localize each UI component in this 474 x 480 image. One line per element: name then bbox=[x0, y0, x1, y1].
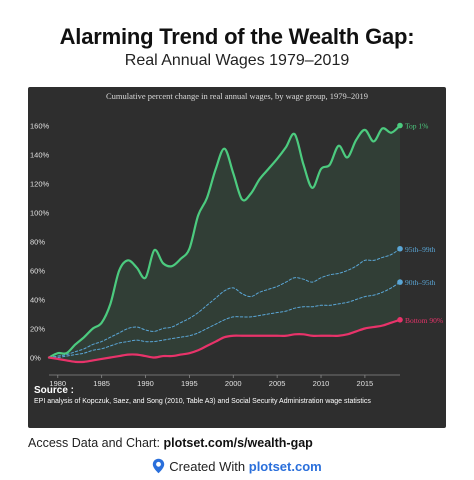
series-line-bottom-90 bbox=[47, 318, 402, 364]
y-tick-label: 160% bbox=[30, 122, 50, 131]
series-end-point-90th-95th bbox=[397, 279, 403, 285]
series-fills bbox=[49, 125, 400, 362]
created-with-line: Created With plotset.com bbox=[0, 458, 474, 477]
x-tick-label: 2005 bbox=[269, 379, 286, 388]
x-tick-label: 1985 bbox=[93, 379, 110, 388]
source-heading: Source : bbox=[34, 385, 75, 396]
x-axis-ticks: 1980 1985 1990 1995 2000 2005 2010 2015 bbox=[49, 374, 400, 388]
y-tick-label: 20% bbox=[30, 325, 45, 334]
series-labels: Top 1% 95th–99th 90th–95th Bottom 90% bbox=[405, 122, 443, 325]
series-line-top-1 bbox=[47, 124, 402, 359]
series-label-95th-99th: 95th–99th bbox=[405, 245, 436, 254]
x-tick-label: 1990 bbox=[137, 379, 154, 388]
y-tick-label: 120% bbox=[30, 180, 50, 189]
x-tick-label: 1980 bbox=[49, 379, 66, 388]
y-tick-label: 60% bbox=[30, 267, 45, 276]
series-label-bottom-90: Bottom 90% bbox=[405, 316, 443, 325]
y-tick-label: 40% bbox=[30, 296, 45, 305]
series-end-point-top-1 bbox=[397, 122, 403, 129]
plotset-brand-link[interactable]: plotset.com bbox=[248, 459, 322, 474]
series-end-point-95th-99th bbox=[397, 245, 403, 252]
chart-inner-title: Cumulative percent change in real annual… bbox=[106, 91, 368, 101]
location-pin-icon bbox=[152, 458, 165, 477]
y-axis-ticks: 0% 20% 40% 60% 80% 100% 120% 140% 160% bbox=[30, 122, 50, 363]
series-label-top-1: Top 1% bbox=[405, 122, 428, 131]
x-tick-label: 2015 bbox=[357, 379, 374, 388]
line-chart: Cumulative percent change in real annual… bbox=[30, 91, 443, 388]
source-text: EPI analysis of Kopczuk, Saez, and Song … bbox=[34, 398, 371, 405]
chart-subtitle: Real Annual Wages 1979–2019 bbox=[124, 52, 350, 69]
access-link[interactable]: plotset.com/s/wealth-gap bbox=[163, 436, 313, 450]
series-lines bbox=[47, 122, 403, 364]
y-tick-label: 0% bbox=[30, 354, 41, 363]
created-label: Created With bbox=[169, 459, 249, 474]
x-tick-label: 1995 bbox=[181, 379, 198, 388]
series-line-90th-95th bbox=[48, 281, 401, 359]
series-end-point-bottom-90 bbox=[397, 317, 403, 323]
chart-title: Alarming Trend of the Wealth Gap: bbox=[59, 24, 415, 49]
series-line-95th-99th bbox=[48, 248, 401, 358]
access-label: Access Data and Chart: bbox=[28, 436, 164, 450]
y-tick-label: 100% bbox=[30, 209, 50, 218]
y-tick-label: 140% bbox=[30, 151, 50, 160]
x-tick-label: 2000 bbox=[225, 379, 242, 388]
chart-panel: Cumulative percent change in real annual… bbox=[28, 87, 446, 428]
y-tick-label: 80% bbox=[30, 238, 45, 247]
x-tick-label: 2010 bbox=[313, 379, 330, 388]
series-label-90th-95th: 90th–95th bbox=[405, 278, 436, 287]
gap-area-fill bbox=[49, 125, 400, 362]
access-data-line: Access Data and Chart: plotset.com/s/wea… bbox=[28, 436, 313, 450]
